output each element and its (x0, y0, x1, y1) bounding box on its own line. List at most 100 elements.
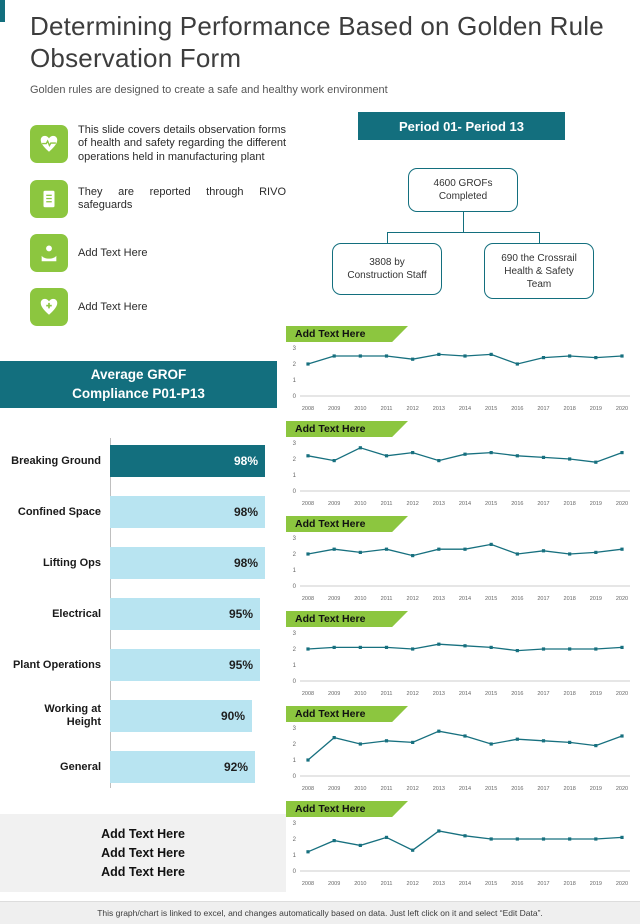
info-text-placeholder[interactable]: Add Text Here (78, 300, 148, 313)
chart-label-tag[interactable]: Add Text Here (286, 706, 408, 722)
svg-text:2011: 2011 (381, 786, 393, 792)
svg-text:2012: 2012 (407, 501, 419, 507)
bar-value-label: 95% (228, 658, 253, 672)
bar-category-label: Breaking Ground (11, 454, 101, 467)
line-chart[interactable]: 0 1 2 3 2008 2009 2010 2011 2012 2013 2014 2015 2016… (286, 437, 634, 511)
footer-note: This graph/chart is linked to excel, and… (0, 901, 640, 924)
svg-text:3: 3 (293, 441, 297, 447)
svg-text:2012: 2012 (407, 406, 419, 412)
chart-label-tag[interactable]: Add Text Here (286, 421, 408, 437)
bar-category-label: Lifting Ops (42, 556, 101, 569)
svg-text:2015: 2015 (485, 786, 497, 792)
svg-text:2011: 2011 (381, 406, 393, 412)
bar-row: Lifting Ops 98% (10, 547, 278, 579)
svg-text:2017: 2017 (537, 501, 549, 507)
svg-text:2008: 2008 (302, 881, 314, 887)
svg-text:2017: 2017 (537, 881, 549, 887)
org-connector (387, 232, 388, 243)
bar-chart-rows[interactable]: Breaking Ground 98% Confined Space 98% Lifti… (10, 445, 278, 802)
svg-text:2016: 2016 (511, 501, 523, 507)
svg-text:2016: 2016 (511, 786, 523, 792)
chart-label-tag[interactable]: Add Text Here (286, 801, 408, 817)
placeholder-text[interactable]: Add Text Here (101, 846, 185, 860)
line-chart[interactable]: 0 1 2 3 2008 2009 2010 2011 2012 2013 2014 2015 2016… (286, 817, 634, 891)
bar-row: Breaking Ground 98% (10, 445, 278, 477)
org-child-box[interactable]: 3808 by Construction Staff (332, 243, 442, 295)
line-chart-block: Add Text Here 0 1 2 3 2008 2009 2010 2011 2012 201… (286, 611, 638, 701)
bar-row: Electrical 95% (10, 598, 278, 630)
bar: 98% (110, 445, 265, 477)
svg-text:2015: 2015 (485, 596, 497, 602)
bar: 95% (110, 649, 260, 681)
svg-text:1: 1 (293, 853, 297, 859)
bar-row: Working at Height 90% (10, 700, 278, 732)
bar: 92% (110, 751, 255, 783)
org-child-box[interactable]: 690 the Crossrail Health & Safety Team (484, 243, 594, 299)
svg-text:2008: 2008 (302, 596, 314, 602)
info-item: They are reported through RIVO safeguard… (30, 180, 286, 219)
svg-text:2011: 2011 (381, 881, 393, 887)
bar-value-label: 95% (228, 607, 253, 621)
bar-track: 98% (110, 445, 278, 477)
bar-category-label: Plant Operations (12, 658, 101, 671)
svg-text:2014: 2014 (459, 786, 471, 792)
placeholder-text[interactable]: Add Text Here (101, 827, 185, 841)
line-charts: Add Text Here 0 1 2 3 2008 2009 2010 2011 2012 201… (286, 326, 638, 896)
bar-track: 98% (110, 547, 278, 579)
chart-label-tag[interactable]: Add Text Here (286, 326, 408, 342)
info-text-placeholder[interactable]: Add Text Here (78, 246, 148, 259)
bar-value-label: 98% (233, 505, 258, 519)
bar-category-label: Working at Height (44, 703, 101, 728)
svg-text:2014: 2014 (459, 406, 471, 412)
svg-text:2020: 2020 (616, 596, 628, 602)
line-chart[interactable]: 0 1 2 3 2008 2009 2010 2011 2012 2013 2014 2015 2016… (286, 532, 634, 606)
org-root-box[interactable]: 4600 GROFs Completed (408, 168, 518, 212)
svg-text:2019: 2019 (590, 501, 602, 507)
svg-text:2010: 2010 (354, 691, 366, 697)
svg-text:2: 2 (293, 837, 297, 843)
svg-text:2017: 2017 (537, 691, 549, 697)
line-chart[interactable]: 0 1 2 3 2008 2009 2010 2011 2012 2013 2014 2015 2016… (286, 722, 634, 796)
bar-value-label: 98% (233, 556, 258, 570)
svg-text:2008: 2008 (302, 691, 314, 697)
svg-text:3: 3 (293, 726, 297, 732)
bar-track: 90% (110, 700, 278, 732)
svg-text:2020: 2020 (616, 406, 628, 412)
svg-text:0: 0 (293, 679, 297, 685)
svg-text:2019: 2019 (590, 596, 602, 602)
health-heart-icon (30, 125, 68, 164)
svg-text:2011: 2011 (381, 501, 393, 507)
svg-text:2017: 2017 (537, 406, 549, 412)
svg-text:2018: 2018 (564, 691, 576, 697)
line-chart[interactable]: 0 1 2 3 2008 2009 2010 2011 2012 2013 2014 2015 2016… (286, 342, 634, 416)
bar-track: 98% (110, 496, 278, 528)
svg-text:2017: 2017 (537, 786, 549, 792)
line-chart-block: Add Text Here 0 1 2 3 2008 2009 2010 2011 2012 201… (286, 801, 638, 891)
info-item: This slide covers details observation fo… (30, 124, 286, 164)
chart-label-tag[interactable]: Add Text Here (286, 516, 408, 532)
org-connector (539, 232, 540, 243)
line-chart-block: Add Text Here 0 1 2 3 2008 2009 2010 2011 2012 201… (286, 706, 638, 796)
placeholder-text[interactable]: Add Text Here (101, 865, 185, 879)
svg-text:2009: 2009 (328, 881, 340, 887)
svg-text:2009: 2009 (328, 596, 340, 602)
svg-text:2008: 2008 (302, 406, 314, 412)
svg-text:2013: 2013 (433, 406, 445, 412)
chart-label-tag[interactable]: Add Text Here (286, 611, 408, 627)
bar: 98% (110, 547, 265, 579)
compliance-banner: Average GROF Compliance P01-P13 (0, 361, 277, 408)
line-chart[interactable]: 0 1 2 3 2008 2009 2010 2011 2012 2013 2014 2015 2016… (286, 627, 634, 701)
svg-text:2015: 2015 (485, 501, 497, 507)
svg-text:3: 3 (293, 346, 297, 352)
svg-text:1: 1 (293, 663, 297, 669)
svg-text:2018: 2018 (564, 596, 576, 602)
info-text: This slide covers details observation fo… (78, 124, 286, 163)
info-list: This slide covers details observation fo… (30, 124, 286, 342)
line-chart-block: Add Text Here 0 1 2 3 2008 2009 2010 2011 2012 201… (286, 516, 638, 606)
bar-category-label: Electrical (52, 607, 101, 620)
svg-text:2012: 2012 (407, 786, 419, 792)
svg-text:2018: 2018 (564, 881, 576, 887)
svg-text:2013: 2013 (433, 881, 445, 887)
svg-text:2014: 2014 (459, 596, 471, 602)
